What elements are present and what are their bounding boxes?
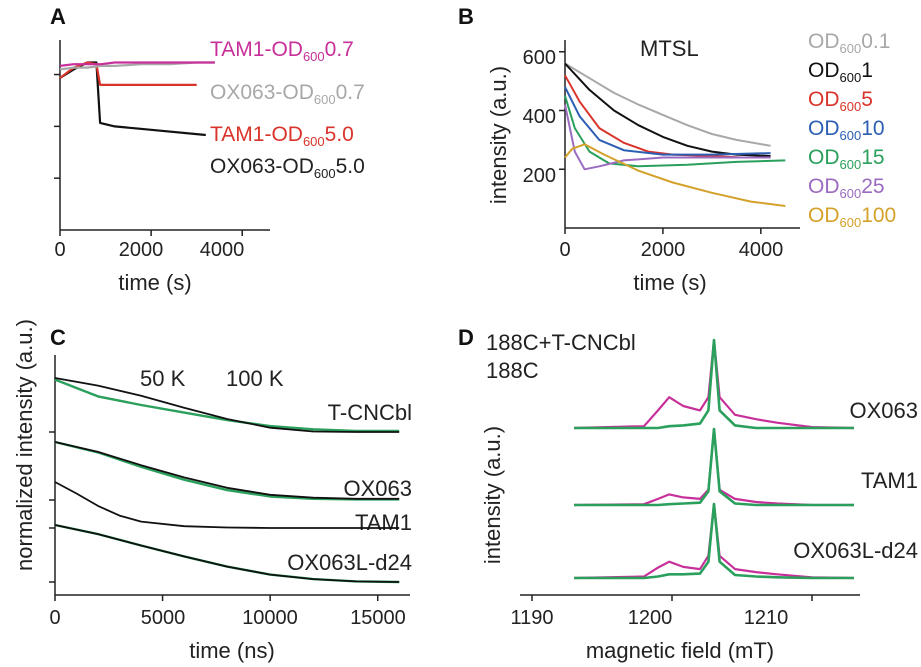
tick-b-y-0: 200 [523,165,556,187]
legend-d-1: 188C [486,358,539,383]
legend-b-0: OD6000.1 [808,30,890,56]
trace-label-d-1: TAM1 [861,468,918,493]
tick-a-x-1: 2000 [119,239,164,261]
legend-b-6: OD600100 [808,204,896,230]
panel-a-legend: TAM1-OD6000.7 OX063-OD6000.7 TAM1-OD6005… [210,38,365,181]
legend-b-2: OD6005 [808,88,873,114]
tick-a-x-2: 4000 [200,239,245,261]
xlabel-c: time (ns) [189,638,275,663]
left-ylabel: normalized intensity (a.u.) [12,319,37,571]
trace-label-d-2: OX063L-d24 [793,538,918,563]
tick-d-x-0: 1190 [510,607,553,629]
temp-label-1: 100 K [226,366,284,391]
series-b-2 [564,74,742,159]
panel-b-legend: OD6000.1 OD6001 OD6005 OD60010 OD60015 O… [808,30,896,230]
legend-d-0: 188C+T-CNCbl [486,330,636,355]
trace-d-2-green [574,502,854,580]
legend-a-3: OX063-OD6005.0 [210,155,365,181]
tick-c-x-1: 5000 [141,607,186,629]
xlabel-d: magnetic field (mT) [586,638,774,663]
tick-b-y-2: 600 [523,47,556,69]
tick-c-x-3: 15000 [350,607,406,629]
series-a-0 [59,61,215,67]
panel-label-b: B [458,4,474,29]
ylabel-b: intensity (a.u.) [486,66,511,204]
tick-c-x-2: 10000 [242,607,298,629]
series-b-1 [564,62,771,157]
ylabel-d: intensity (a.u.) [480,426,505,564]
series-b-3 [564,86,771,156]
tick-b-y-1: 400 [523,106,556,128]
legend-a-2: TAM1-OD6005.0 [210,123,354,149]
panel-a-axes [59,40,270,231]
trace-label-c-2: TAM1 [355,510,412,535]
legend-a-1: OX063-OD6000.7 [210,81,365,107]
title-b: MTSL [640,36,699,61]
tick-c-x-0: 0 [49,607,60,629]
legend-a-0: TAM1-OD6000.7 [210,38,354,64]
panel-label-c: C [50,325,66,350]
series-b-5 [564,104,771,171]
trace-label-c-3: OX063L-d24 [287,550,412,575]
trace-label-c-1: OX063 [344,476,413,501]
trace-c-0-50k [54,377,400,433]
panel-b-axes [564,40,800,229]
xlabel-a: time (s) [118,270,191,295]
series-b-0 [564,62,771,147]
tick-d-x-2: 1210 [744,607,789,629]
panel-label-a: A [50,4,66,29]
tick-d-x-1: 1200 [628,607,673,629]
legend-b-5: OD60025 [808,175,885,201]
plot-layer [49,51,855,601]
trace-c-0-100k [54,378,400,433]
tick-b-x-2: 4000 [739,239,784,261]
trace-label-c-0: T-CNCbl [328,400,412,425]
trace-c-2-50k [54,481,400,529]
series-a-3 [59,61,206,137]
legend-b-3: OD60010 [808,117,885,143]
series-b-6 [564,143,786,207]
trace-c-3-50k [54,524,400,583]
legend-b-1: OD6001 [808,59,873,85]
xlabel-b: time (s) [633,270,706,295]
trace-d-1-green [574,427,854,507]
tick-b-x-0: 0 [559,239,570,261]
trace-d-0-green [574,338,854,430]
temp-label-0: 50 K [140,366,186,391]
tick-a-x-0: 0 [54,239,65,261]
trace-c-1-50k [54,441,400,500]
panel-c-axes [54,355,410,596]
trace-label-d-0: OX063 [850,398,919,423]
tick-b-x-1: 2000 [641,239,686,261]
panel-label-d: D [458,325,474,350]
legend-b-4: OD60015 [808,146,885,172]
